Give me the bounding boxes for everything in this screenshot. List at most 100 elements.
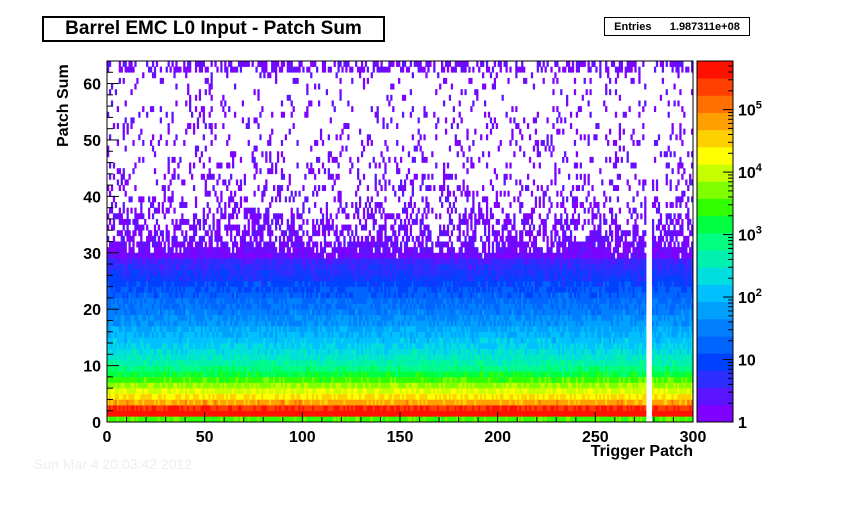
heatmap-cell (261, 286, 264, 293)
heatmap-cell (333, 297, 336, 304)
heatmap-cell (233, 258, 237, 265)
heatmap-cell (345, 314, 348, 321)
heatmap-cell (282, 235, 286, 242)
heatmap-cell (267, 388, 270, 395)
heatmap-cell (280, 297, 284, 304)
heatmap-cell (341, 326, 344, 333)
heatmap-cell (235, 337, 239, 344)
heatmap-cell (280, 100, 284, 107)
heatmap-cell (118, 280, 121, 287)
heatmap-cell (163, 410, 166, 417)
heatmap-cell (128, 61, 131, 67)
heatmap-cell (116, 405, 120, 412)
heatmap-cell (190, 410, 194, 417)
heatmap-cell (218, 269, 221, 276)
heatmap-cell (310, 61, 313, 67)
heatmap-cell (292, 354, 295, 361)
heatmap-cell (216, 416, 219, 423)
heatmap-cell (161, 314, 164, 321)
heatmap-cell (128, 382, 131, 389)
heatmap-cell (232, 314, 235, 321)
heatmap-cell (142, 399, 145, 406)
heatmap-cell (253, 145, 256, 152)
heatmap-cell (194, 359, 198, 366)
heatmap-cell (124, 117, 127, 124)
heatmap-cell (148, 235, 151, 242)
heatmap-cell (255, 235, 258, 242)
heatmap-cell (163, 405, 166, 412)
heatmap-cell (333, 388, 336, 395)
heatmap-cell (216, 297, 219, 304)
heatmap-cell (190, 331, 194, 338)
heatmap-cell (292, 280, 295, 287)
heatmap-cell (220, 258, 223, 265)
heatmap-cell (347, 286, 350, 293)
heatmap-cell (138, 331, 141, 338)
heatmap-cell (292, 258, 295, 265)
heatmap-cell (241, 348, 245, 355)
heatmap-cell (220, 275, 223, 282)
heatmap-cell (169, 382, 172, 389)
heatmap-cell (206, 275, 209, 282)
heatmap-cell (216, 230, 219, 237)
heatmap-cell (337, 343, 340, 349)
heatmap-cell (138, 280, 141, 287)
heatmap-cell (210, 72, 213, 79)
heatmap-cell (132, 382, 135, 389)
heatmap-cell (126, 280, 129, 287)
heatmap-cell (245, 314, 248, 321)
heatmap-cell (245, 297, 248, 304)
heatmap-cell (126, 331, 129, 338)
heatmap-cell (343, 264, 346, 270)
heatmap-cell (202, 320, 205, 327)
heatmap-cell (308, 264, 311, 270)
heatmap-cell (286, 359, 289, 366)
heatmap-cell (112, 354, 116, 361)
heatmap-cell (314, 371, 317, 378)
heatmap-cell (216, 264, 219, 270)
heatmap-cell (130, 376, 133, 383)
heatmap-cell (251, 359, 254, 366)
heatmap-cell (267, 269, 270, 276)
heatmap-cell (171, 309, 174, 316)
heatmap-cell (114, 314, 118, 321)
heatmap-cell (226, 230, 229, 237)
heatmap-cell (259, 388, 262, 395)
heatmap-cell (230, 258, 233, 265)
heatmap-cell (335, 134, 338, 141)
heatmap-cell (218, 275, 221, 282)
heatmap-cell (130, 89, 133, 96)
heatmap-cell (290, 61, 293, 67)
heatmap-cell (296, 354, 299, 361)
heatmap-cell (200, 258, 204, 265)
heatmap-cell (155, 292, 159, 299)
heatmap-cell (126, 297, 129, 304)
heatmap-cell (146, 264, 149, 270)
heatmap-cell (167, 264, 170, 270)
heatmap-cell (357, 365, 360, 372)
heatmap-cell (124, 331, 127, 338)
heatmap-cell (198, 258, 202, 265)
heatmap-cell (151, 280, 155, 287)
heatmap-cell (126, 66, 129, 73)
heatmap-cell (282, 286, 286, 293)
heatmap-cell (341, 343, 344, 349)
heatmap-cell (353, 410, 356, 417)
heatmap-cell (159, 106, 162, 113)
heatmap-cell (169, 405, 172, 412)
heatmap-cell (210, 405, 213, 412)
heatmap-cell (253, 303, 256, 310)
heatmap-cell (196, 320, 200, 327)
heatmap-cell (218, 365, 221, 372)
heatmap-cell (329, 405, 332, 412)
heatmap-cell (278, 235, 282, 242)
heatmap-cell (151, 388, 155, 395)
heatmap-cell (245, 196, 248, 203)
heatmap-cell (165, 309, 168, 316)
heatmap-cell (269, 405, 272, 412)
heatmap-cell (237, 326, 241, 333)
heatmap-cell (181, 297, 184, 304)
heatmap-cell (222, 410, 225, 417)
heatmap-cell (286, 371, 289, 378)
heatmap-cell (194, 264, 198, 270)
